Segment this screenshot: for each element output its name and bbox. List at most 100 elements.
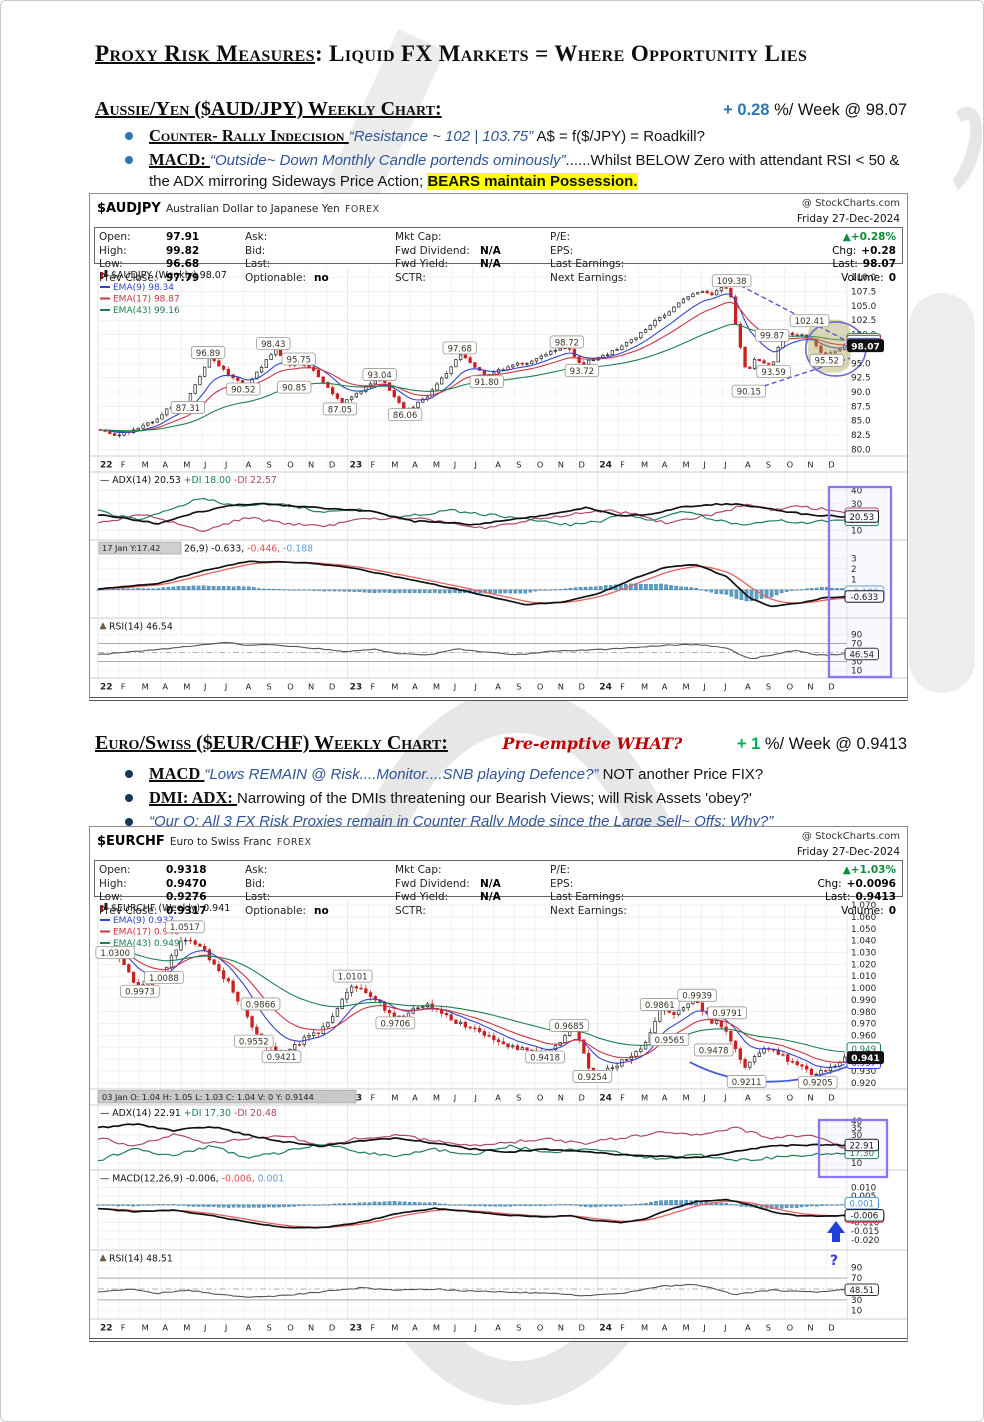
title-underlined: Proxy Risk Measures: [95, 41, 315, 66]
bullet-part-quote: “Resistance ~ 102 | 103.75”: [348, 128, 534, 145]
price-label: [277, 380, 312, 394]
svg-text:O: O: [787, 1093, 794, 1103]
price-label: [442, 341, 477, 355]
macd-histogram: [96, 1199, 849, 1210]
svg-text:1.010: 1.010: [851, 972, 877, 982]
macd-signal-line: [97, 561, 848, 604]
svg-text:A: A: [412, 1323, 418, 1333]
focus-box-annotation: [827, 485, 893, 679]
svg-text:1.030: 1.030: [851, 949, 877, 959]
bullet-text: MACD: “Outside~ Down Monthly Candle port…: [149, 149, 905, 192]
svg-text:03 Jan O: 1.04 H: 1.05 L: 1.: 03 Jan O: 1.04 H: 1.05 L: 1.03 C: 1.04 V…: [102, 1092, 314, 1102]
price-label: [233, 1034, 274, 1048]
svg-text:-0.015: -0.015: [851, 1227, 879, 1237]
bullet-part-quote: “Outside~ Down Monthly Candle portends o…: [209, 152, 566, 169]
svg-text:-0.010: -0.010: [851, 1218, 880, 1228]
svg-text:A: A: [662, 682, 668, 692]
svg-text:A: A: [495, 460, 501, 470]
up-triangle-icon: ▲: [842, 231, 851, 243]
svg-text:30: 30: [851, 657, 863, 667]
svg-text:J: J: [702, 1323, 705, 1333]
svg-text:N: N: [308, 460, 314, 470]
svg-text:S: S: [516, 1323, 521, 1333]
rsi-line: [97, 1283, 848, 1298]
svg-text:22.91: 22.91: [849, 1141, 874, 1151]
quote-column: Open: 97.91 High: 99.82 Low: 96.68 Prev Close:…: [99, 230, 199, 284]
eurchf-heading-script: Pre-emptive WHAT?: [502, 734, 683, 753]
svg-text:M: M: [142, 682, 149, 692]
quote-value: 0.9276: [166, 891, 207, 903]
svg-text:0.9565: 0.9565: [655, 1036, 685, 1046]
svg-text:23: 23: [350, 683, 363, 693]
quote-label: Ask:: [245, 864, 268, 876]
svg-text:S: S: [766, 460, 771, 470]
svg-text:D: D: [828, 460, 834, 470]
quote-date: Friday 27-Dec-2024: [796, 213, 900, 225]
price-label: [170, 401, 206, 414]
svg-text:90.52: 90.52: [231, 385, 255, 395]
svg-text:10: 10: [851, 527, 863, 537]
ema-line: [100, 293, 845, 434]
svg-text:1.060: 1.060: [851, 913, 877, 923]
quote-value: 0.9318: [166, 864, 207, 876]
quote-label: Mkt Cap:: [395, 231, 442, 243]
quote-label: P/E:: [550, 864, 571, 876]
svg-text:0.9866: 0.9866: [246, 1000, 276, 1010]
svg-text:90.15: 90.15: [737, 388, 761, 398]
svg-text:1.0101: 1.0101: [338, 973, 368, 983]
watermark-bar: [909, 293, 975, 693]
price-label: [256, 337, 291, 351]
price-label: [693, 1043, 734, 1057]
bullet-item: Counter- Rally Indecision “Resistance ~ …: [119, 125, 905, 147]
bullet-part-head: DMI: ADX:: [149, 788, 237, 807]
svg-text:A: A: [745, 460, 751, 470]
quote-label: Last:: [245, 258, 271, 270]
svg-text:M: M: [683, 1323, 690, 1333]
svg-text:26,9) -0.633, -0.446, -0.188: 26,9) -0.633, -0.446, -0.188: [184, 544, 313, 555]
svg-text:D: D: [579, 1323, 585, 1333]
price-label: [756, 364, 791, 378]
svg-text:J: J: [203, 682, 206, 692]
bullet-dot: [125, 132, 133, 140]
bullet-dot: [125, 818, 133, 826]
svg-text:$EURCHF (Weekly) 0.941: $EURCHF (Weekly) 0.941: [111, 903, 230, 914]
quote-label: Prev Close:: [99, 904, 158, 917]
svg-text:J: J: [723, 460, 726, 470]
quote-date: Friday 27-Dec-2024: [796, 846, 900, 858]
price-label: [322, 402, 358, 416]
quote-label: Bid:: [245, 244, 266, 257]
svg-text:2: 2: [851, 565, 857, 575]
svg-text:24: 24: [599, 1094, 612, 1104]
svg-text:24: 24: [599, 683, 612, 693]
svg-text:D: D: [828, 1093, 834, 1103]
svg-text:0.960: 0.960: [851, 1031, 877, 1041]
audjpy-week-change: + 0.28: [723, 101, 770, 119]
bullet-text: DMI: ADX: Narrowing of the DMIs threaten…: [149, 787, 905, 809]
quote-column: Mkt Cap: Fwd Dividend: N/A Fwd Yield: N/A SCT…: [395, 230, 501, 284]
svg-text:$AUDJPY (Weekly) 98.07: $AUDJPY (Weekly) 98.07: [111, 270, 227, 281]
svg-text:90: 90: [851, 1263, 863, 1273]
quote-box: Open: 97.91 High: 99.82 Low: 96.68 Prev Close:…: [94, 227, 903, 283]
svg-text:10: 10: [851, 1159, 863, 1169]
rsi-icon: [99, 622, 107, 630]
svg-text:82.5: 82.5: [851, 431, 871, 441]
symbol-line: $EURCHF Euro to Swiss Franc FOREX: [97, 830, 311, 849]
svg-text:0.970: 0.970: [851, 1020, 877, 1030]
svg-text:0.9254: 0.9254: [577, 1073, 607, 1083]
quote-label: Fwd Yield:: [395, 891, 449, 903]
price-label: [754, 328, 790, 342]
svg-text:A: A: [162, 1323, 168, 1333]
symbol-name: Euro to Swiss Franc: [169, 836, 272, 848]
svg-text:102.41: 102.41: [795, 317, 825, 327]
svg-text:F: F: [620, 682, 625, 692]
quote-label: High:: [99, 244, 127, 257]
svg-text:RSI(14) 48.51: RSI(14) 48.51: [109, 1254, 173, 1265]
rsi-line: [97, 642, 847, 660]
source-credit: @ StockCharts.com: [801, 831, 900, 842]
svg-text:0.949: 0.949: [851, 1045, 876, 1055]
price-label: [707, 1006, 747, 1020]
svg-text:F: F: [370, 460, 375, 470]
price-label: [240, 997, 281, 1011]
svg-text:90.85: 90.85: [282, 384, 306, 394]
svg-text:S: S: [766, 1323, 771, 1333]
